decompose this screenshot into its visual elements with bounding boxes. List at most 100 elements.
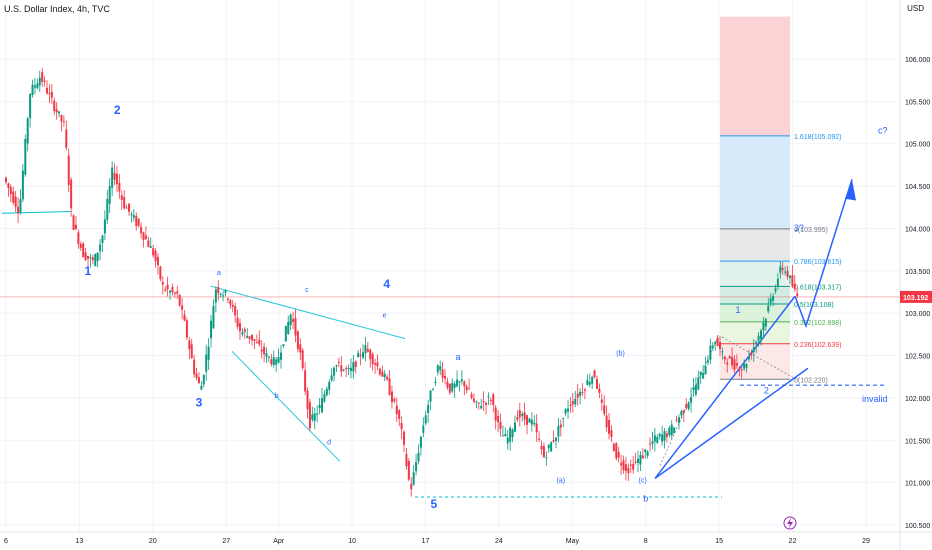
candle-body [371, 353, 374, 365]
candle-body [70, 179, 73, 209]
candle-body [419, 436, 422, 448]
triangle-lower-line [231, 350, 341, 462]
candle-body [383, 373, 386, 378]
candle-body [456, 379, 459, 387]
candle-body [183, 314, 186, 321]
candle-body [731, 356, 734, 366]
candle-body [593, 370, 596, 378]
candle-body [378, 368, 381, 375]
candle-body [743, 363, 746, 369]
candle-body [357, 352, 360, 358]
candle-body [429, 390, 432, 402]
time-tick-label: 29 [862, 538, 870, 545]
fib-label: 0(102.220) [794, 377, 828, 384]
candle-body [369, 349, 372, 360]
price-tick-label: 104.500 [905, 184, 930, 191]
candle-body [608, 420, 611, 434]
candle-body [236, 317, 239, 327]
candle-body [463, 381, 466, 387]
wave-label: a [456, 352, 461, 362]
invalid-label: invalid [862, 394, 888, 404]
candle-body [603, 405, 606, 414]
candle-body [439, 366, 442, 371]
candle-body [323, 394, 326, 402]
candle-body [709, 345, 712, 360]
fib-label: 0.236(102.639) [794, 342, 841, 349]
candle-body [354, 361, 357, 367]
candle-body [128, 203, 131, 212]
candle-body [721, 351, 724, 353]
candle-body [169, 290, 172, 293]
candle-body [248, 336, 251, 340]
candle-body [46, 87, 49, 94]
candle-body [762, 322, 765, 331]
wave-label: 2 [764, 386, 769, 396]
candle-body [390, 391, 393, 403]
wave-label: 1 [736, 305, 741, 315]
candle-body [349, 367, 352, 372]
candle-body [415, 462, 418, 472]
candle-body [251, 334, 254, 341]
candle-body [533, 422, 536, 425]
candle-body [516, 417, 519, 420]
candle-body [448, 383, 451, 393]
wave-label: a [217, 270, 221, 277]
candle-body [115, 173, 118, 185]
candle-body [340, 365, 343, 372]
candle-body [210, 320, 213, 339]
candle-body [513, 422, 516, 432]
candle-body [646, 451, 649, 456]
candle-body [661, 434, 664, 442]
candle-body [472, 398, 475, 402]
candle-body [690, 396, 693, 403]
candle-body [571, 401, 574, 405]
fib-label: 0.786(103.615) [794, 259, 841, 266]
candle-body [651, 441, 654, 444]
candle-body [518, 410, 521, 418]
candle-body [234, 306, 237, 316]
candle-body [152, 248, 155, 256]
candle-body [388, 378, 391, 395]
candle-body [492, 394, 495, 405]
candle-body [135, 215, 138, 227]
candle-body [757, 335, 760, 341]
candle-body [142, 232, 145, 240]
candle-body [704, 365, 707, 375]
candle-body [24, 138, 27, 175]
candle-body [207, 346, 210, 360]
candle-body [482, 400, 485, 403]
candle-body [620, 462, 623, 466]
candle-body [485, 402, 488, 406]
candle-body [36, 83, 39, 89]
wave-label: 5 [431, 497, 438, 511]
candle-body [173, 292, 176, 294]
candle-body [540, 445, 543, 450]
candle-body [62, 121, 65, 123]
candle-body [665, 433, 668, 437]
candle-body [552, 440, 555, 442]
candle-body [441, 369, 444, 378]
candle-body [147, 240, 150, 247]
candle-body [328, 382, 331, 390]
candle-body [796, 293, 799, 296]
lightning-icon [783, 516, 797, 530]
candle-body [424, 415, 427, 424]
candle-body [181, 305, 184, 310]
candle-body [583, 389, 586, 391]
candle-body [506, 437, 509, 444]
candle-body [335, 365, 338, 367]
candle-body [41, 72, 44, 82]
candle-body [140, 226, 143, 234]
candle-body [277, 357, 280, 363]
candle-body [166, 284, 169, 290]
candle-body [494, 407, 497, 421]
time-tick-label: 17 [422, 538, 430, 545]
candle-body [217, 287, 220, 294]
wave-label: c? [878, 126, 888, 136]
price-tick-label: 102.500 [905, 354, 930, 361]
fib-zone [720, 135, 790, 229]
candle-body [460, 379, 463, 382]
price-tick-label: 103.000 [905, 311, 930, 318]
candle-body [470, 394, 473, 398]
